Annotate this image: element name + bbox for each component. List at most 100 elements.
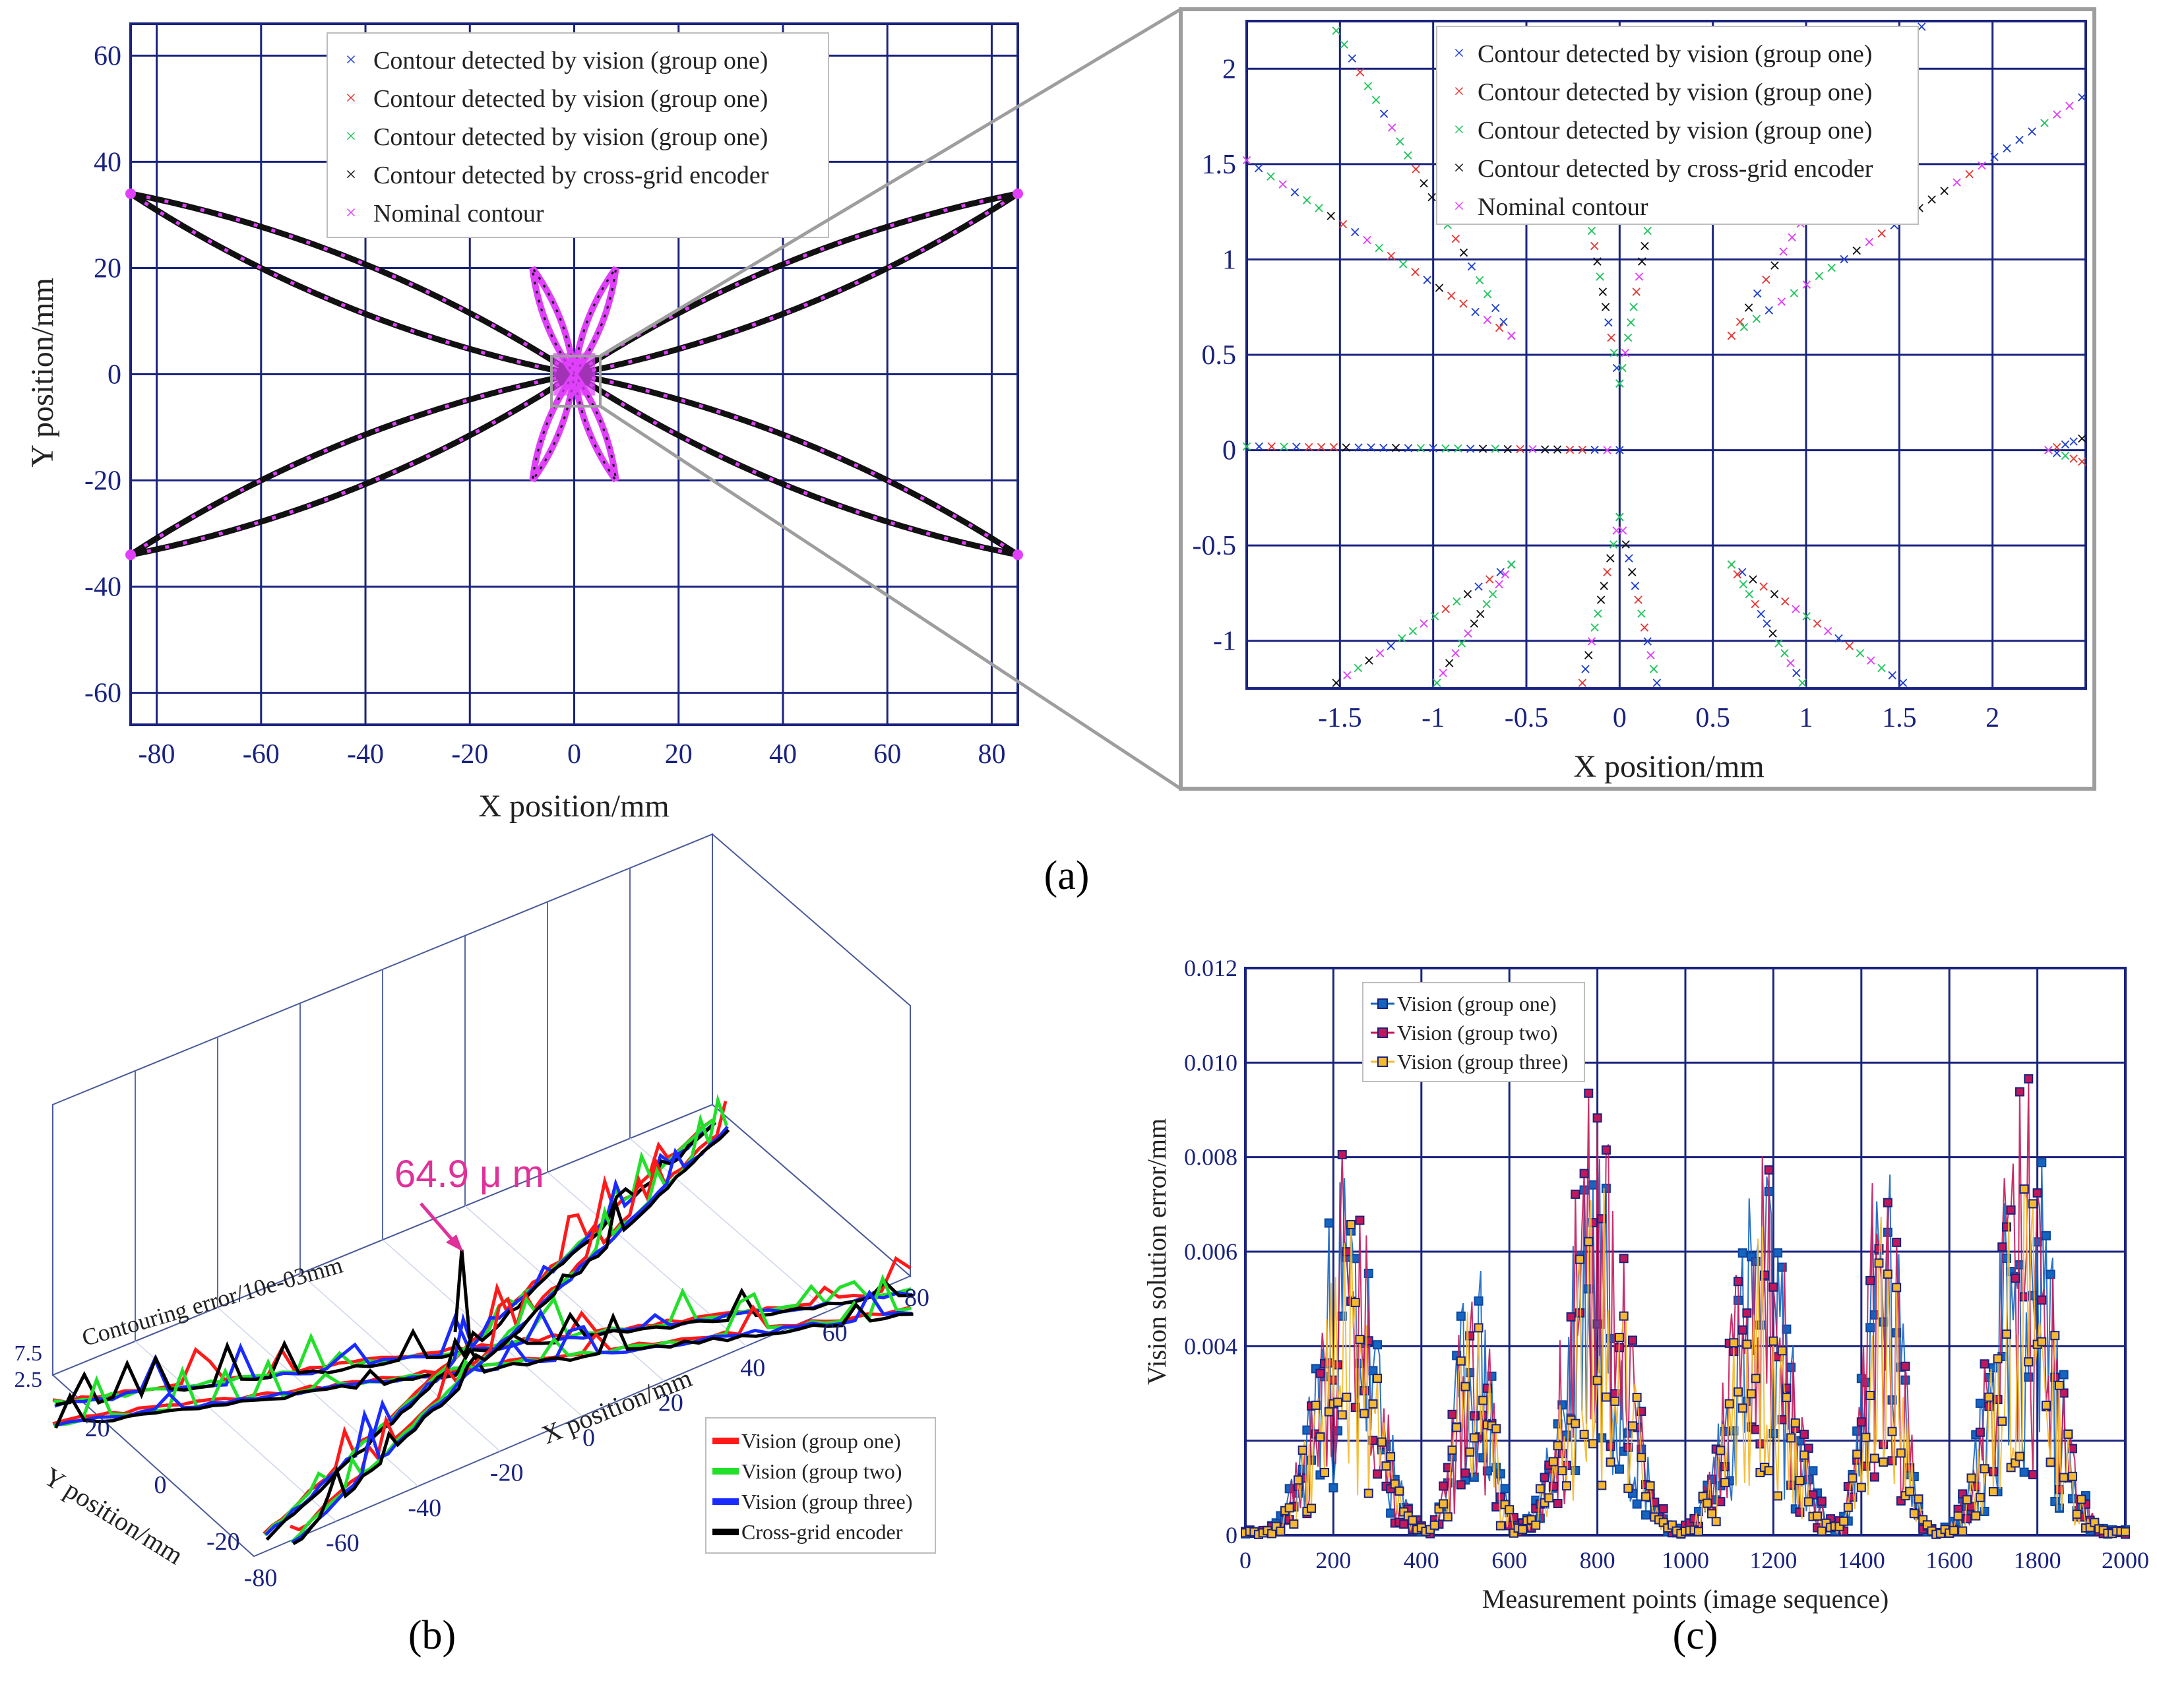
series-marker-2	[1571, 1418, 1580, 1428]
data-point-marker: ×	[2076, 454, 2088, 470]
series-marker-2	[1764, 1466, 1774, 1476]
data-point-marker: ×	[1588, 442, 1600, 458]
data-point-marker: ×	[2051, 439, 2063, 456]
series-marker-1	[1799, 1429, 1809, 1439]
series-marker-2	[1896, 1448, 1906, 1458]
series-marker-2	[1601, 1392, 1611, 1402]
data-point-marker: ×	[2063, 98, 2075, 115]
legend-label-3: Contour detected by cross-grid encoder	[1478, 155, 1873, 183]
data-point-marker: ×	[1564, 442, 1576, 458]
series-marker-2	[1610, 1396, 1620, 1406]
x-tick-label: 60	[823, 1319, 848, 1347]
series-marker-2	[1452, 1422, 1462, 1432]
data-point-marker: ×	[1601, 442, 1613, 458]
data-point-marker: ×	[1597, 284, 1609, 301]
data-point-marker: ×	[1396, 630, 1408, 647]
data-point-marker: ×	[1241, 152, 1253, 169]
data-point-marker: ×	[1875, 226, 1887, 242]
data-point-marker: ×	[1951, 175, 1962, 191]
data-point-marker: ×	[1431, 675, 1443, 691]
series-marker-0	[1852, 1426, 1862, 1436]
data-point-marker: ×	[1642, 223, 1654, 239]
series-marker-0	[1588, 1180, 1598, 1190]
series-marker-1	[2059, 1388, 2069, 1398]
legend: × Contour detected by vision (group one) ×…	[1436, 26, 1919, 225]
series-marker-1	[2028, 1470, 2038, 1480]
series-marker-2	[1707, 1509, 1717, 1519]
series-marker-2	[1949, 1525, 1958, 1535]
y-tick-label: 20	[85, 1415, 110, 1442]
x-tick-label: 2000	[2102, 1547, 2149, 1573]
data-point-marker: ×	[1639, 238, 1650, 255]
x-tick-label: 1.5	[1882, 703, 1917, 733]
series-marker-2	[1544, 1493, 1554, 1503]
series-marker-2	[1751, 1374, 1761, 1384]
y-tick-label: -1	[1213, 626, 1236, 657]
data-point-marker: ×	[1887, 667, 1898, 684]
data-point-marker: ×	[1303, 439, 1315, 456]
series-marker-1	[2037, 1295, 2047, 1305]
error-curve-diagonal-b	[292, 1128, 730, 1546]
series-marker-2	[1839, 1516, 1849, 1526]
petal-tip-marker	[1013, 549, 1023, 561]
floor-grid-line	[382, 1239, 582, 1417]
series-marker-0	[1865, 1323, 1875, 1333]
y-tick-label: 20	[94, 253, 121, 284]
series-marker-2	[1394, 1486, 1404, 1496]
x-tick-label: -60	[243, 739, 280, 770]
data-point-marker: ×	[1526, 441, 1538, 458]
series-marker-1	[2015, 1087, 2024, 1097]
series-marker-2	[2067, 1471, 2077, 1481]
series-marker-2	[1799, 1450, 1809, 1460]
series-marker-2	[1588, 1439, 1598, 1449]
data-point-marker: ×	[1349, 224, 1361, 241]
series-marker-2	[1561, 1481, 1571, 1491]
series-marker-2	[1861, 1432, 1871, 1442]
y-tick-labels: 0.012 0.010 0.008 0.006 0.004 0	[1184, 955, 1237, 1548]
series-marker-1	[1658, 1504, 1668, 1514]
panel-label-a: (a)	[1044, 853, 1090, 898]
y-tick-label: -60	[84, 679, 121, 709]
data-point-marker: ×	[1346, 51, 1358, 67]
data-point-marker: ×	[1620, 537, 1632, 553]
data-point-marker: ×	[1378, 106, 1390, 123]
series-marker-0	[2041, 1231, 2051, 1240]
data-point-marker: ×	[1577, 442, 1588, 458]
series-marker-2	[1737, 1403, 1747, 1413]
data-point-marker: ×	[1551, 442, 1563, 458]
data-point-marker: ×	[1328, 439, 1340, 456]
series-marker-2	[1958, 1526, 1968, 1536]
series-marker-2	[1729, 1338, 1739, 1348]
data-point-marker: ×	[1445, 288, 1457, 305]
y-tick-label: 40	[94, 147, 121, 177]
data-point-marker: ×	[1642, 633, 1654, 650]
legend-marker-1: ×	[346, 87, 357, 109]
series-marker-2	[1333, 1397, 1343, 1407]
series-marker-1	[1637, 1407, 1646, 1417]
data-point-marker: ×	[1472, 579, 1484, 595]
legend-box	[1436, 26, 1919, 225]
data-point-marker: ×	[2067, 451, 2079, 468]
x-tick-label: 1800	[2014, 1547, 2061, 1573]
data-point-marker: ×	[1749, 596, 1761, 613]
y-tick-label: 0.004	[1184, 1333, 1237, 1359]
data-point-marker: ×	[1865, 653, 1877, 669]
series-marker-2	[1346, 1219, 1356, 1229]
petal-tip-marker	[125, 188, 136, 199]
data-point-marker: ×	[1443, 655, 1455, 671]
contour-curves	[125, 188, 1023, 561]
series-marker-2	[1813, 1511, 1823, 1521]
data-point-marker: ×	[2059, 437, 2071, 453]
series-marker-2	[1614, 1333, 1624, 1343]
data-point-marker: ×	[1241, 439, 1253, 455]
series-marker-2	[1975, 1492, 1985, 1502]
data-point-marker: ×	[1763, 302, 1775, 319]
legend-label-2: Vision (group three)	[741, 1490, 912, 1513]
encoder-contour-short-petal	[573, 373, 617, 481]
y-tick-label: -40	[84, 572, 121, 603]
data-point-marker: ×	[1623, 551, 1635, 567]
data-point-marker: ×	[1290, 439, 1302, 456]
data-point-marker: ×	[1377, 440, 1389, 456]
legend-label-2: Contour detected by vision (group one)	[373, 123, 768, 151]
data-point-marker: ×	[1505, 557, 1517, 573]
